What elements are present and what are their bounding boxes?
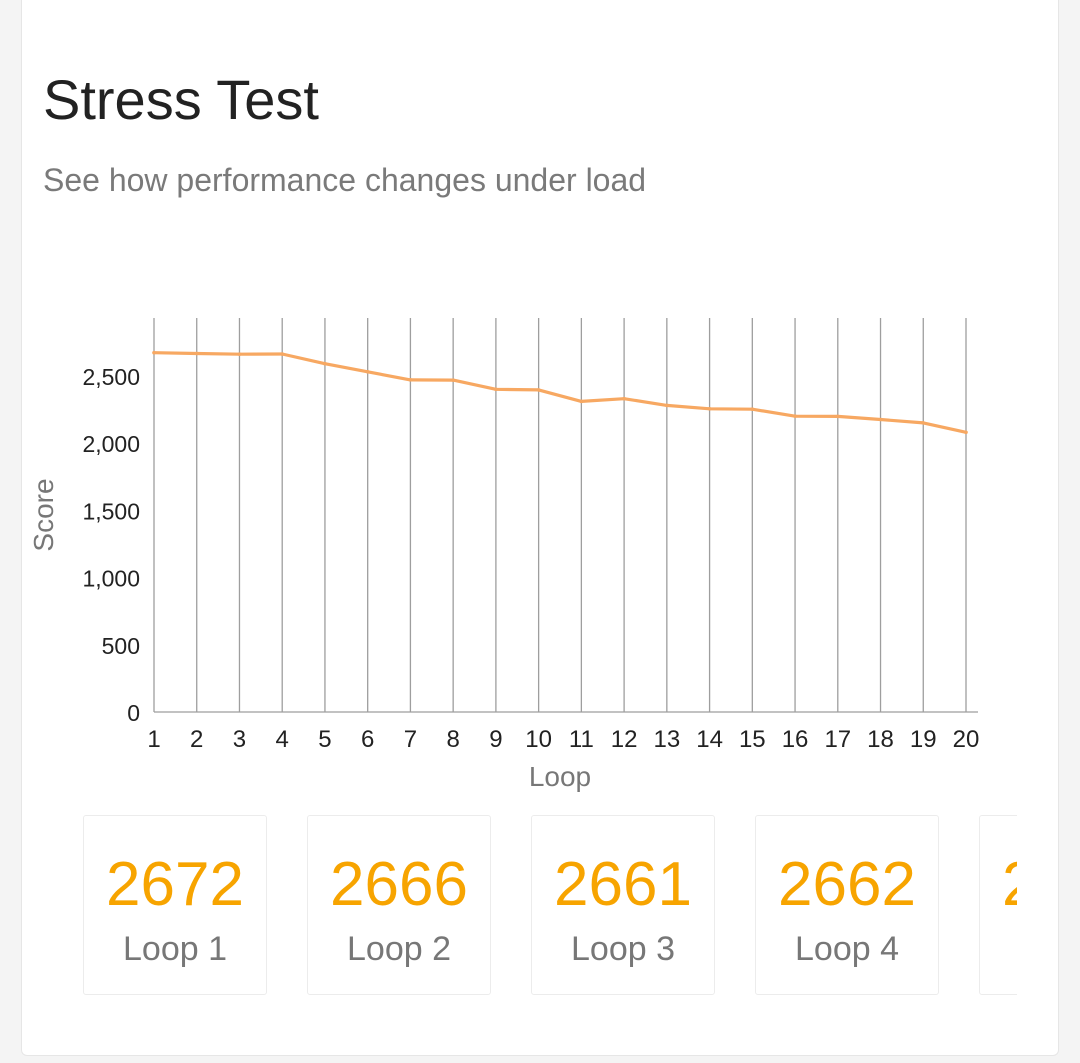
data-point-loop-6 (365, 369, 370, 374)
y-axis-title: Score (28, 478, 59, 551)
data-point-loop-15 (750, 407, 755, 411)
data-point-loop-1 (152, 350, 156, 355)
x-tick-label: 18 (867, 726, 894, 753)
loop-score-card[interactable]: 2661 Loop 3 (531, 815, 715, 995)
x-tick-label: 11 (569, 726, 594, 753)
loop-score-card[interactable]: 2672 Loop 1 (83, 815, 267, 995)
x-tick-label: 12 (611, 726, 638, 753)
y-tick-label: 500 (102, 633, 140, 659)
y-tick-label: 1,000 (82, 566, 140, 592)
data-point-loop-16 (793, 414, 797, 418)
x-tick-label: 13 (653, 726, 680, 753)
loop-score-value: 2672 (106, 850, 244, 919)
loop-score-value: 2590 (980, 854, 1017, 916)
data-point-loop-7 (408, 378, 413, 382)
loop-scores-carousel[interactable]: 2672 Loop 1 2666 Loop 2 2661 Loop 3 2662 Loop 4… (83, 815, 1017, 995)
x-tick-label: 2 (190, 726, 203, 753)
x-tick-label: 3 (233, 726, 246, 753)
loop-scores-list: 2672 Loop 1 2666 Loop 2 2661 Loop 3 2662 Loop 4… (83, 815, 1017, 995)
x-tick-label: 15 (739, 726, 766, 753)
y-tick-label: 2,500 (82, 364, 140, 390)
x-tick-label: 9 (489, 726, 502, 753)
loop-score-card[interactable]: 2590 Loop 5 (979, 815, 1017, 995)
data-point-loop-18 (878, 417, 883, 422)
data-point-loop-14 (707, 406, 712, 411)
loop-label: Loop 2 (347, 930, 451, 968)
data-point-loop-20 (964, 430, 968, 435)
loop-score-value: 2661 (554, 850, 692, 919)
data-point-loop-13 (665, 403, 669, 408)
x-tick-label: 7 (404, 726, 417, 753)
x-tick-label: 4 (276, 726, 289, 753)
data-point-loop-10 (536, 388, 541, 392)
loop-score-value: 2666 (330, 850, 468, 919)
x-tick-label: 10 (525, 726, 552, 753)
x-tick-label: 19 (910, 726, 937, 753)
data-point-loop-2 (194, 351, 199, 356)
x-tick-label: 17 (824, 726, 851, 753)
x-tick-label: 14 (696, 726, 723, 753)
data-point-loop-12 (622, 396, 626, 401)
y-tick-label: 1,500 (82, 498, 140, 524)
x-axis-title: Loop (529, 761, 591, 792)
loop-label: Loop 4 (795, 930, 899, 968)
data-point-loop-19 (921, 421, 926, 425)
x-tick-label: 6 (361, 726, 374, 753)
data-point-loop-5 (323, 361, 327, 366)
y-tick-label: 2,000 (82, 431, 140, 457)
data-point-loop-3 (237, 352, 242, 356)
page-subtitle: See how performance changes under load (43, 162, 647, 198)
loop-label: Loop 1 (123, 930, 227, 968)
data-point-loop-11 (579, 399, 584, 404)
loop-label: Loop 5 (980, 932, 1017, 966)
data-point-loop-17 (835, 414, 840, 419)
loop-score-card[interactable]: 2662 Loop 4 (755, 815, 939, 995)
x-tick-label: 1 (147, 726, 160, 753)
loop-label: Loop 3 (571, 930, 675, 968)
x-tick-label: 5 (318, 726, 331, 753)
series-line-0 (152, 351, 968, 434)
y-tick-label: 0 (127, 700, 140, 726)
loop-score-value: 2662 (778, 850, 916, 919)
loop-score-card[interactable]: 2666 Loop 2 (307, 815, 491, 995)
x-tick-label: 16 (782, 726, 809, 753)
data-point-loop-8 (451, 378, 455, 382)
x-tick-label: 8 (446, 726, 459, 753)
data-point-loop-4 (280, 352, 285, 356)
page-title: Stress Test (43, 68, 319, 131)
x-tick-label: 20 (953, 726, 980, 753)
data-point-loop-9 (494, 387, 498, 392)
